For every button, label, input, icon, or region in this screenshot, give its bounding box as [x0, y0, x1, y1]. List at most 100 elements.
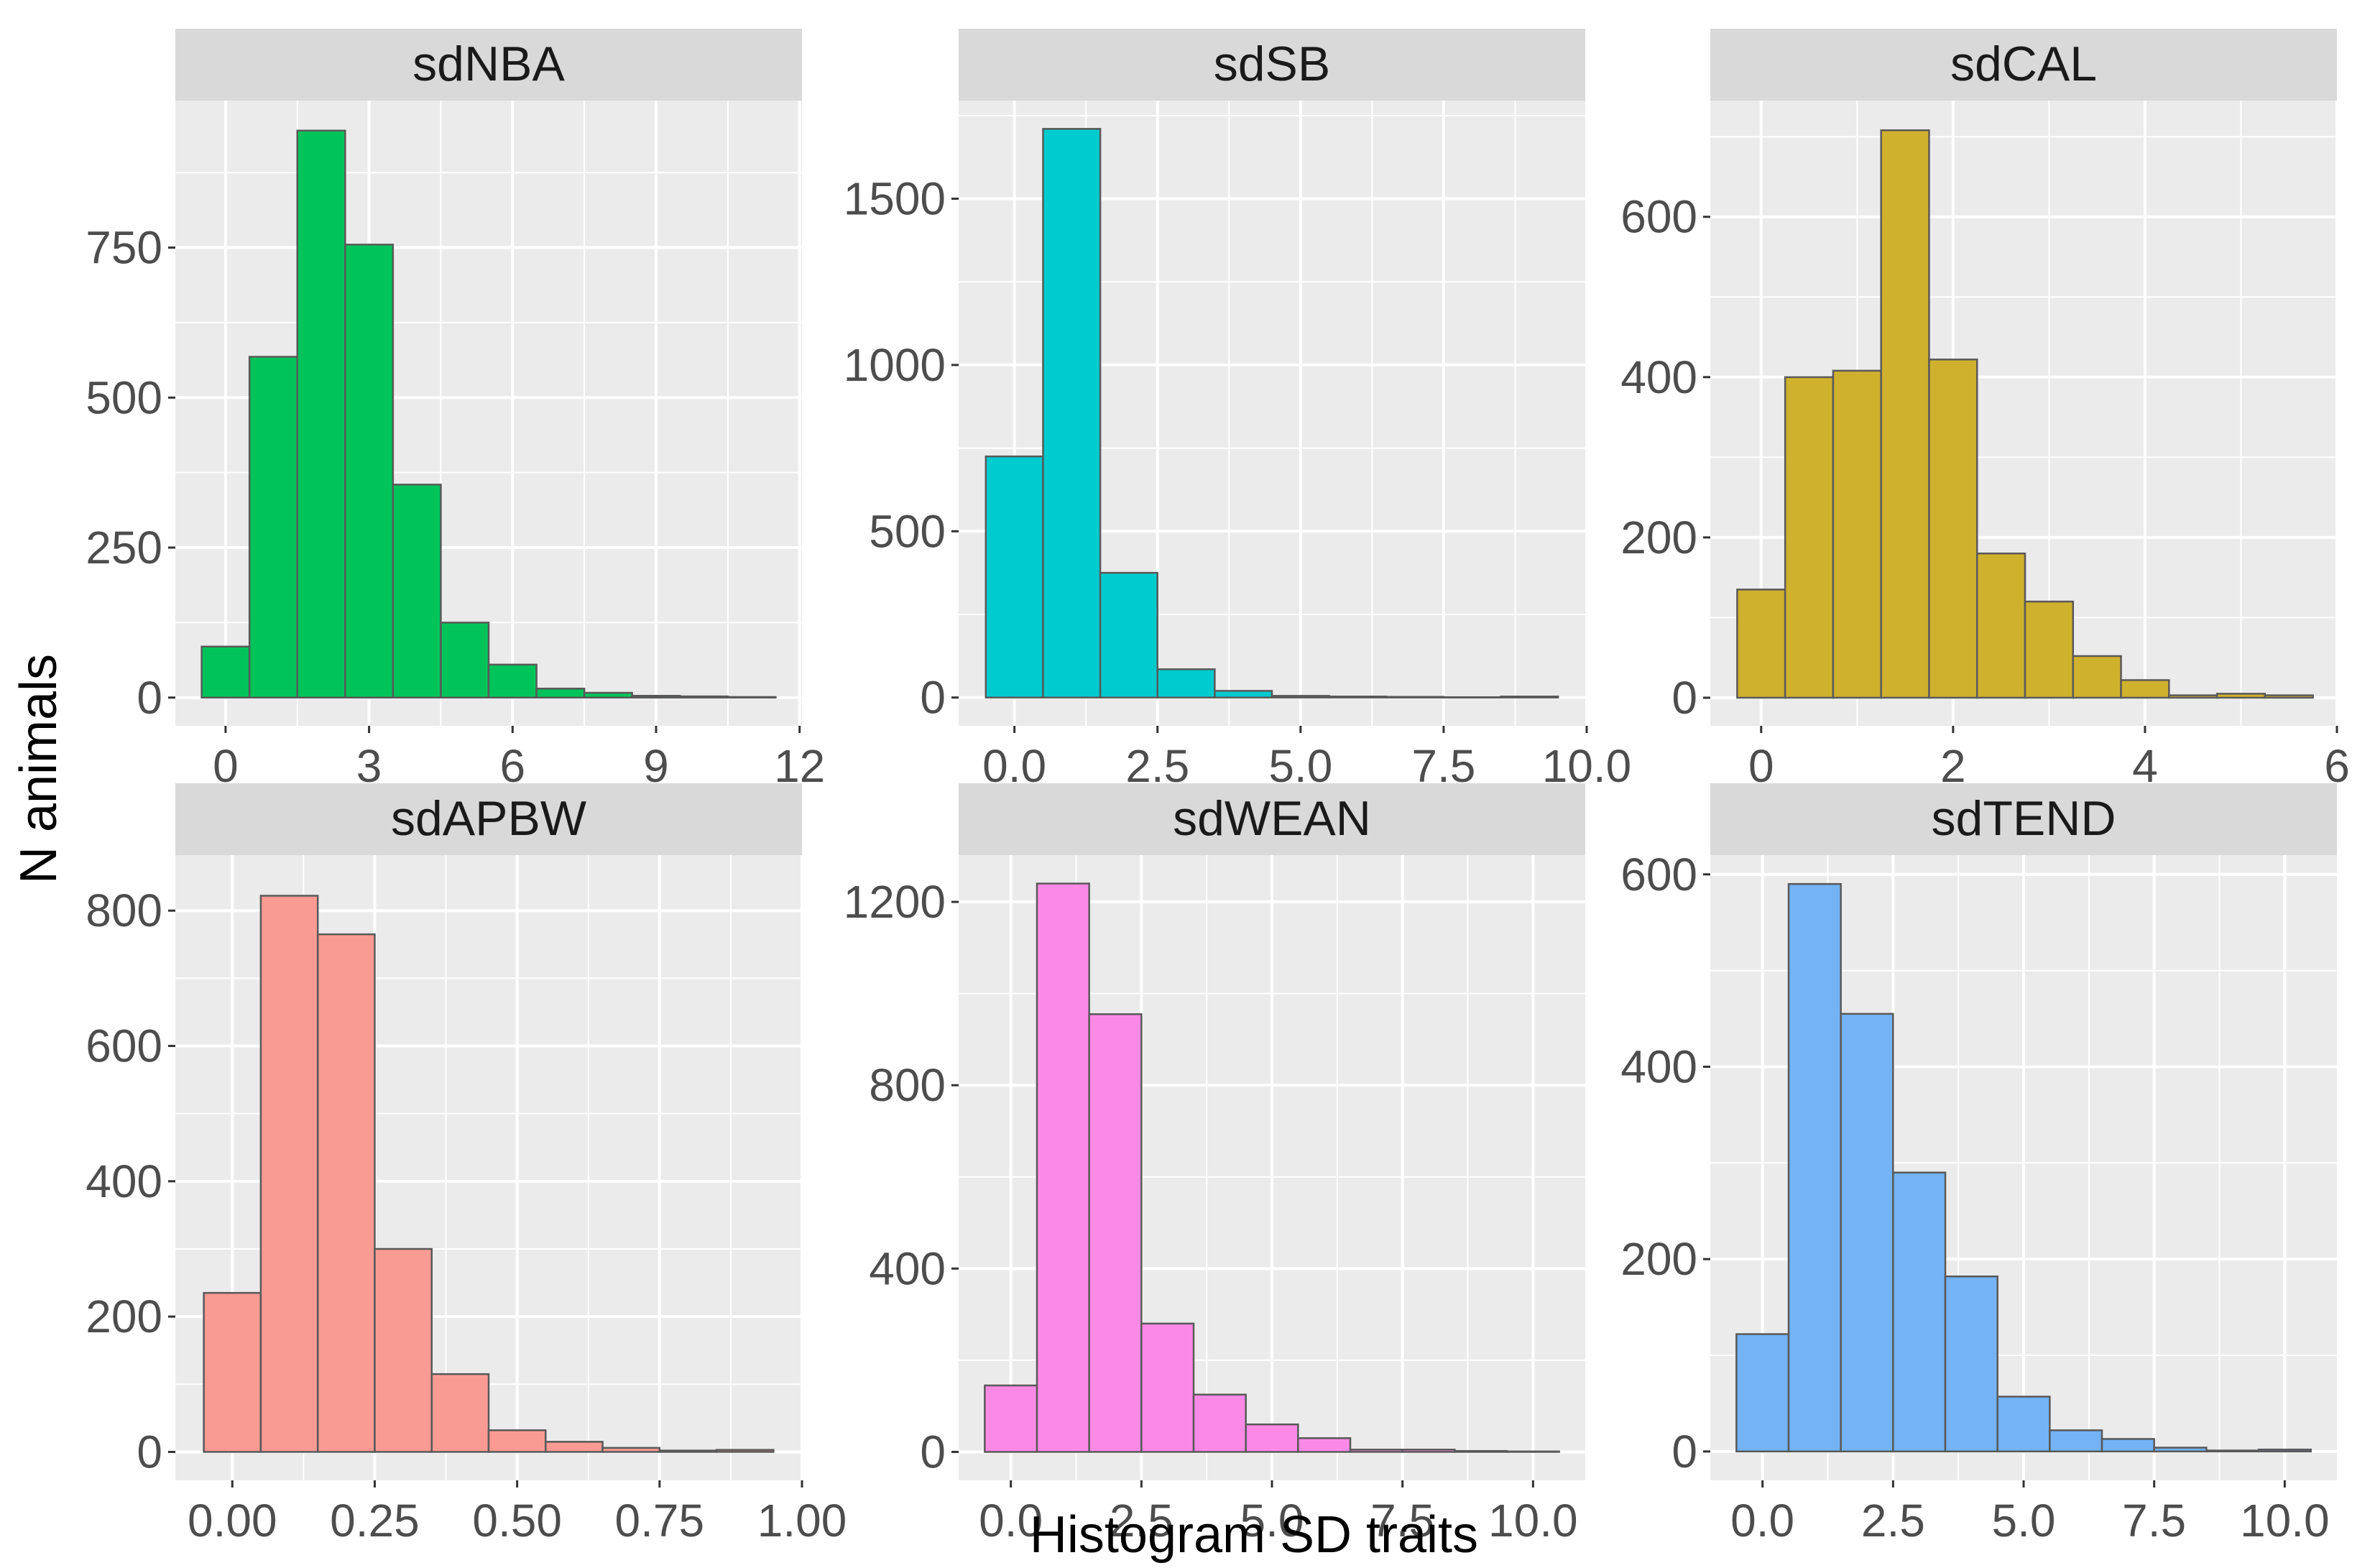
- histogram-bar: [985, 455, 1044, 698]
- histogram-bar: [601, 1447, 661, 1453]
- x-tick-label: 0.50: [472, 1495, 562, 1546]
- histogram-bar: [487, 663, 538, 699]
- y-tick-label: 250: [86, 522, 162, 573]
- histogram-bar: [1088, 1013, 1143, 1453]
- histogram-bar: [316, 933, 376, 1453]
- histogram-bar: [1944, 1275, 1998, 1453]
- y-tick-label: 0: [1672, 672, 1697, 724]
- y-tick-label: 800: [869, 1059, 946, 1111]
- histogram-bar: [1840, 1013, 1894, 1453]
- x-tick-label: 0.0: [979, 1495, 1043, 1546]
- facet-strip: [175, 783, 802, 855]
- histogram-bar: [1156, 668, 1216, 698]
- histogram-bar: [200, 645, 251, 699]
- histogram-bar: [2120, 679, 2170, 699]
- x-tick-label: 10.0: [1488, 1495, 1578, 1546]
- x-tick-label: 1.00: [757, 1495, 847, 1546]
- y-tick-label: 500: [86, 372, 162, 423]
- histogram-bar: [631, 695, 681, 699]
- y-tick-label: 500: [869, 505, 946, 557]
- facet-title: sdSB: [1214, 37, 1331, 91]
- histogram-bar: [1271, 695, 1330, 698]
- y-tick-label: 0: [137, 672, 162, 724]
- x-tick-label: 5.0: [1240, 1495, 1304, 1546]
- facet-strip: [1710, 783, 2337, 855]
- histogram-bar: [1140, 1322, 1195, 1453]
- histogram-bar: [535, 687, 586, 699]
- x-tick-label: 2.5: [1110, 1495, 1174, 1546]
- x-tick-label: 7.5: [2122, 1495, 2186, 1546]
- histogram-bar: [248, 356, 298, 699]
- y-tick-label: 200: [1620, 512, 1697, 563]
- histogram-bar: [1442, 696, 1502, 698]
- x-tick-label: 0.0: [1730, 1495, 1794, 1546]
- histogram-bar: [296, 129, 346, 699]
- x-tick-label: 5.0: [1992, 1495, 2056, 1546]
- histogram-bar: [1385, 696, 1445, 698]
- histogram-bar: [1349, 1449, 1403, 1453]
- x-tick-label: 0.75: [615, 1495, 705, 1546]
- x-tick-label: 0.00: [188, 1495, 277, 1546]
- histogram-bar: [658, 1449, 718, 1453]
- y-tick-label: 400: [86, 1156, 162, 1207]
- histogram-bar: [1328, 696, 1388, 698]
- histogram-bar: [1042, 128, 1102, 698]
- histogram-bar: [2024, 600, 2075, 699]
- histogram-bar: [344, 244, 395, 699]
- histogram-bar: [984, 1384, 1038, 1453]
- y-tick-label: 0: [137, 1426, 162, 1477]
- histogram-bar: [374, 1248, 433, 1453]
- histogram-bar: [1928, 359, 1978, 699]
- histogram-bar: [2072, 655, 2122, 699]
- facet-strip: [959, 783, 1585, 855]
- histogram-bar: [1784, 376, 1835, 699]
- y-tick-label: 800: [86, 885, 162, 936]
- histogram-bar: [1245, 1423, 1299, 1453]
- histogram-bar: [1192, 1393, 1247, 1453]
- y-tick-label: 0: [1672, 1426, 1697, 1477]
- facet-title: sdCAL: [1950, 37, 2097, 91]
- histogram-bar: [727, 696, 777, 699]
- y-tick-label: 600: [86, 1020, 162, 1072]
- histogram-bar: [1735, 1333, 1790, 1453]
- histogram-bar: [1214, 690, 1273, 698]
- histogram-bar: [715, 1449, 775, 1453]
- y-tick-label: 400: [869, 1242, 946, 1294]
- histogram-bar: [259, 895, 319, 1453]
- x-tick-label: 7.5: [1370, 1495, 1434, 1546]
- histogram-bar: [2205, 1449, 2260, 1453]
- histogram-bar: [440, 622, 490, 699]
- histogram-bar: [1880, 129, 1930, 699]
- histogram-bar: [1975, 552, 2027, 699]
- histogram-bar: [392, 484, 442, 699]
- y-tick-label: 1000: [844, 339, 946, 391]
- histogram-bar: [2153, 1447, 2208, 1453]
- histogram-bar: [2215, 693, 2267, 699]
- histogram-bar: [1454, 1449, 1508, 1453]
- y-tick-label: 600: [1620, 191, 1697, 243]
- facet-strip: [959, 29, 1585, 101]
- y-tick-label: 200: [1620, 1233, 1697, 1285]
- histogram-bar: [1736, 589, 1786, 699]
- y-tick-label: 200: [86, 1291, 162, 1342]
- histogram-bar: [1099, 571, 1158, 698]
- y-tick-label: 600: [1620, 849, 1697, 900]
- y-tick-label: 400: [1620, 1041, 1697, 1092]
- histogram-bar: [1787, 882, 1842, 1453]
- x-tick-label: 2.5: [1861, 1495, 1925, 1546]
- y-tick-label: 750: [86, 222, 162, 274]
- histogram-bar: [430, 1373, 490, 1453]
- histogram-bar: [2257, 1448, 2312, 1453]
- facet-strip: [1710, 29, 2337, 101]
- histogram-bar: [2264, 694, 2314, 699]
- x-axis-title: Histogram SD traits: [1030, 1506, 1478, 1564]
- histogram-bar: [203, 1291, 262, 1453]
- panel-sdtend: sdTEND 0 200 400 600 0.0 2.5 5.0 7.5 10.0: [1620, 783, 2337, 1546]
- histogram-bar: [545, 1441, 604, 1453]
- facet-title: sdAPBW: [391, 791, 586, 846]
- histogram-bar: [2168, 694, 2218, 699]
